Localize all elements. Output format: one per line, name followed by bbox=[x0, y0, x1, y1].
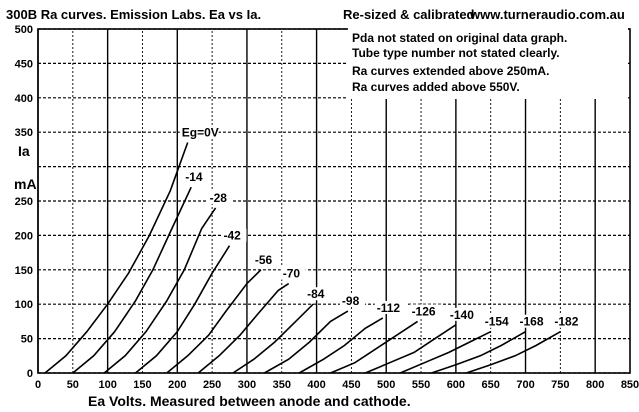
curve-line bbox=[399, 330, 492, 374]
curve-label: -182 bbox=[554, 315, 578, 329]
curve-label: -84 bbox=[307, 287, 325, 301]
curve-label: -126 bbox=[412, 304, 436, 318]
curve-label-bg bbox=[305, 287, 331, 301]
y-tick-label: 500 bbox=[15, 24, 33, 36]
curve-label-bg bbox=[552, 314, 585, 328]
curve-label: -168 bbox=[520, 315, 544, 329]
curve-line bbox=[264, 310, 349, 374]
curve-label-bg bbox=[221, 228, 247, 242]
x-tick-label: 150 bbox=[133, 379, 151, 391]
curve-line bbox=[44, 142, 189, 374]
x-tick-label: 500 bbox=[377, 379, 395, 391]
y-tick-label: 350 bbox=[15, 127, 33, 139]
curve-label: -154 bbox=[485, 315, 509, 329]
curve-line bbox=[72, 186, 192, 374]
curve-label-bg bbox=[517, 314, 550, 328]
curve-line bbox=[330, 320, 419, 374]
curve-label-bg bbox=[374, 300, 407, 314]
curve-label-bg bbox=[409, 304, 442, 318]
curve-label-bg bbox=[447, 307, 480, 321]
note-2: Tube type number not stated clearly. bbox=[352, 46, 560, 60]
curve-line bbox=[364, 324, 457, 374]
curve-label: Eg=0V bbox=[182, 126, 219, 140]
curves-group: Eg=0V -14 -28 -42 -56 -70 -84 -98 -112 -126 -140 -1… bbox=[44, 125, 585, 374]
note-4: Ra curves added above 550V. bbox=[352, 80, 520, 94]
curve-label: -14 bbox=[185, 170, 203, 184]
x-tick-label: 600 bbox=[447, 379, 465, 391]
y-tick-label: 450 bbox=[15, 58, 33, 70]
x-tick-label: 200 bbox=[168, 379, 186, 391]
curve-line bbox=[197, 282, 290, 374]
y-tick-label: 0 bbox=[27, 368, 33, 380]
y-tick-label: 200 bbox=[15, 230, 33, 242]
curve-label-bg bbox=[179, 125, 219, 139]
curve-label: -98 bbox=[342, 294, 360, 308]
note-1: Pda not stated on original data graph. bbox=[352, 31, 567, 45]
curve-label-bg bbox=[252, 252, 278, 266]
x-tick-label: 850 bbox=[621, 379, 639, 391]
x-tick-label: 450 bbox=[342, 379, 360, 391]
x-tick-label: 100 bbox=[98, 379, 116, 391]
curve-label-bg bbox=[280, 266, 306, 280]
note-3: Ra curves extended above 250mA. bbox=[352, 64, 549, 78]
curve-line bbox=[431, 331, 526, 374]
y-axis-label: Ia bbox=[18, 143, 30, 159]
y-tick-label: 250 bbox=[15, 196, 33, 208]
x-tick-label: 400 bbox=[307, 379, 325, 391]
x-tick-label: 700 bbox=[516, 379, 534, 391]
curve-label-bg bbox=[183, 170, 209, 184]
x-tick-label: 650 bbox=[482, 379, 500, 391]
x-tick-label: 300 bbox=[238, 379, 256, 391]
curve-line bbox=[103, 207, 217, 374]
ylabel-bg bbox=[14, 140, 36, 192]
curve-label-bg bbox=[339, 294, 365, 308]
curve-label-bg bbox=[482, 314, 515, 328]
curve-label-bg bbox=[207, 190, 233, 204]
curve-line bbox=[232, 303, 314, 374]
chart-subtitle: Re-sized & calibrated bbox=[343, 7, 475, 22]
x-axis-label: Ea Volts. Measured between anode and cat… bbox=[88, 393, 411, 409]
y-tick-label: 100 bbox=[15, 299, 33, 311]
notes-box bbox=[348, 27, 628, 99]
curve-line bbox=[134, 245, 231, 374]
curve-label: -112 bbox=[377, 301, 401, 315]
curve-line bbox=[298, 317, 384, 374]
curve-label: -42 bbox=[224, 229, 242, 243]
curve-label: -28 bbox=[210, 191, 228, 205]
x-tick-label: 350 bbox=[273, 379, 291, 391]
x-tick-label: 0 bbox=[35, 379, 41, 391]
chart-title: 300B Ra curves. Emission Labs. Ea vs Ia. bbox=[6, 7, 261, 22]
curve-line bbox=[466, 331, 561, 374]
curve-line bbox=[166, 269, 262, 374]
x-tick-label: 750 bbox=[551, 379, 569, 391]
x-tick-label: 550 bbox=[412, 379, 430, 391]
x-tick-label: 50 bbox=[67, 379, 79, 391]
y-tick-label: 400 bbox=[15, 93, 33, 105]
source-url: www.turneraudio.com.au bbox=[469, 7, 625, 22]
y-tick-label: 150 bbox=[15, 265, 33, 277]
curve-label: -56 bbox=[255, 253, 273, 267]
curve-label: -70 bbox=[283, 267, 301, 281]
x-tick-label: 800 bbox=[586, 379, 604, 391]
y-tick-label: 50 bbox=[21, 334, 33, 346]
curve-label: -140 bbox=[450, 308, 474, 322]
y-axis-unit: mA bbox=[14, 176, 37, 192]
x-tick-label: 250 bbox=[203, 379, 221, 391]
